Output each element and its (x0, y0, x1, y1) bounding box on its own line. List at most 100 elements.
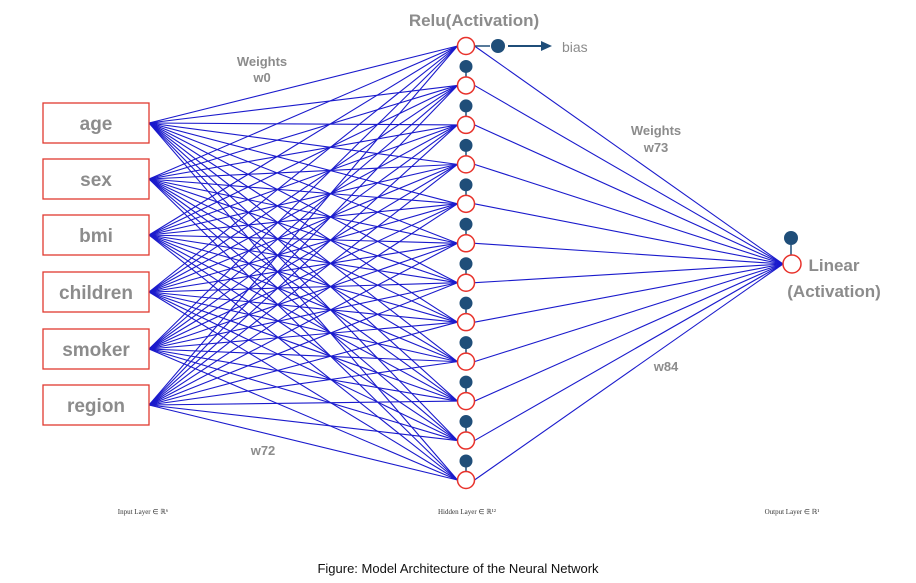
input-hidden-edge (148, 178, 458, 244)
input-hidden-edge (148, 404, 458, 442)
input-hidden-edge (148, 122, 458, 402)
input-hidden-edge (148, 122, 458, 441)
input-hidden-edge (148, 163, 458, 293)
input-hidden-edge (148, 234, 458, 442)
input-hidden-edge (148, 124, 458, 350)
figure-caption: Figure: Model Architecture of the Neural… (317, 561, 599, 576)
hidden-output-edge (474, 263, 784, 323)
input-hidden-edge (148, 321, 458, 406)
diagram-title: Relu(Activation) (409, 11, 539, 30)
bias-label: bias (562, 39, 588, 55)
input-label-children: children (59, 283, 133, 304)
input-hidden-edge (148, 45, 458, 406)
input-hidden-edge (148, 122, 458, 363)
input-hidden-edge (148, 234, 458, 323)
hidden-node (456, 470, 476, 490)
input-hidden-edge (148, 163, 458, 180)
hidden-node (456, 194, 476, 214)
weights-index-right: w73 (643, 140, 669, 155)
input-hidden-edge (148, 45, 458, 293)
input-hidden-edge (148, 163, 458, 406)
input-hidden-edge (148, 84, 458, 236)
input-hidden-edge (148, 203, 458, 350)
input-box-age (42, 102, 150, 144)
bias-node (459, 138, 473, 152)
input-hidden-edge (148, 124, 458, 293)
input-hidden-edge (148, 122, 458, 205)
input-hidden-edge (148, 45, 458, 350)
input-hidden-edge (148, 242, 458, 350)
input-hidden-edge (148, 361, 458, 406)
input-layer-caption: Input Layer ∈ ℝ⁶ (118, 508, 169, 516)
input-hidden-edge (148, 242, 458, 293)
input-hidden-edge (148, 203, 458, 236)
input-box-bmi (42, 214, 150, 256)
input-hidden-edge (148, 234, 458, 363)
bias-node (459, 454, 473, 468)
input-hidden-edge (148, 84, 458, 180)
input-layer: age sex bmi children smoker region (42, 102, 150, 426)
output-layer-caption: Output Layer ∈ ℝ¹ (765, 508, 820, 516)
bias-node (459, 415, 473, 429)
bias-node (459, 217, 473, 231)
input-box-smoker (42, 328, 150, 370)
input-hidden-edge (148, 178, 458, 402)
bias-node (459, 178, 473, 192)
input-hidden-edge (148, 234, 458, 284)
input-label-smoker: smoker (62, 340, 130, 361)
input-hidden-edge (148, 84, 458, 124)
input-hidden-edge (148, 124, 458, 180)
input-hidden-edge (148, 122, 458, 165)
input-hidden-edge (148, 124, 458, 236)
input-hidden-edge (148, 45, 458, 180)
hidden-node (456, 352, 476, 371)
weight-w84: w84 (653, 359, 679, 374)
input-hidden-edge (148, 124, 458, 406)
hidden-node (456, 312, 476, 332)
input-box-region (42, 384, 150, 426)
input-label-region: region (67, 396, 125, 417)
bias-node (459, 59, 473, 73)
input-hidden-edge (148, 234, 458, 244)
hidden-output-edge (474, 203, 784, 265)
weights-label-left: Weights (237, 54, 287, 69)
input-hidden-edge (148, 84, 458, 293)
bias-node (459, 375, 473, 389)
input-hidden-edge (148, 321, 458, 350)
input-hidden-edge (148, 178, 458, 441)
hidden-node (456, 273, 476, 292)
output-activation-sublabel: (Activation) (787, 282, 881, 301)
output-activation-label: Linear (808, 256, 859, 275)
input-box-children (42, 271, 150, 313)
hidden-output-edge (474, 242, 784, 265)
input-hidden-edge (148, 291, 458, 363)
hidden-output-edge (474, 84, 784, 265)
input-hidden-edge (148, 282, 458, 350)
input-hidden-edge (148, 122, 458, 323)
weights-index-left: w0 (252, 70, 270, 85)
hidden-node (456, 36, 476, 56)
hidden-layer-caption: Hidden Layer ∈ ℝ¹² (438, 508, 496, 516)
input-hidden-edge (148, 178, 458, 284)
input-hidden-edge (148, 234, 458, 481)
input-hidden-edge (148, 203, 458, 293)
input-hidden-edge (148, 178, 458, 363)
input-hidden-edge (148, 291, 458, 402)
input-label-sex: sex (80, 170, 112, 191)
input-hidden-edge (148, 85, 458, 406)
input-hidden-edge (148, 85, 458, 350)
hidden-output-edge (474, 263, 784, 363)
hidden-node (456, 155, 476, 174)
hidden-output-edge (474, 124, 784, 265)
input-label-age: age (80, 114, 113, 135)
input-hidden-edge (148, 122, 458, 481)
hidden-node (456, 115, 476, 135)
input-label-bmi: bmi (79, 226, 113, 247)
bias-node (459, 336, 473, 350)
hidden-output-edge (474, 263, 784, 442)
input-hidden-edge (148, 282, 458, 406)
hidden-output-edge (474, 263, 784, 481)
edges (148, 45, 784, 481)
output-bias-node (784, 231, 798, 245)
